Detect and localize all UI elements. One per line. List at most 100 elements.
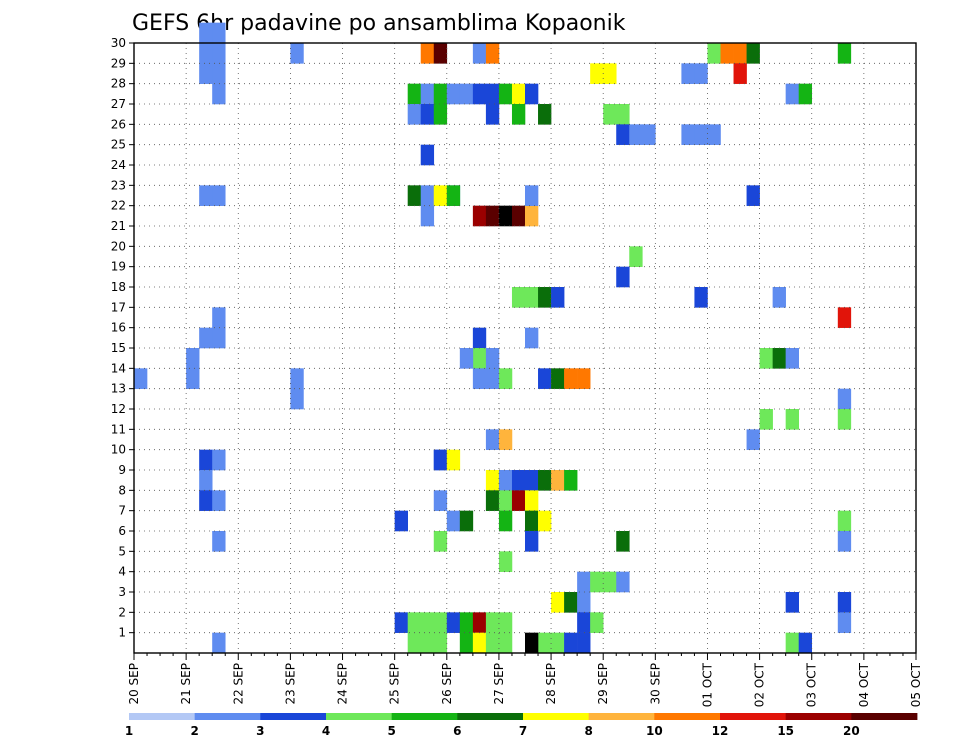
heatmap-cell [433,185,448,206]
heatmap-cell [603,104,617,125]
y-tick-label: 24 [111,158,126,172]
heatmap-cell [433,490,448,511]
heatmap-cell [759,409,773,430]
heatmap-cell [472,368,487,389]
heatmap-cell [681,124,695,145]
heatmap-cell [485,83,500,105]
x-axis: 20 SEP 21 SEP 22 SEP 23 SEP 24 SEP 25 SEP 26 S… [127,653,923,707]
heatmap-cell [616,531,630,552]
legend-swatch [260,713,327,720]
heatmap-cell [407,612,422,633]
heatmap-cell [746,429,760,450]
heatmap-cell [538,368,552,389]
heatmap-cell [837,307,852,328]
heatmap-cell [394,612,408,633]
heatmap-cell [199,43,213,64]
heatmap-cell [590,63,604,84]
heatmap-cell [498,429,513,450]
heatmap-cell [551,632,565,654]
heatmap-cell [551,470,565,491]
legend-swatch [851,713,918,720]
heatmap-cell [511,470,526,491]
heatmap-cell [525,185,539,206]
heatmap-cell [407,83,422,105]
heatmap-cell [642,124,656,145]
legend-swatch [194,713,261,720]
heatmap-cell [551,592,565,613]
heatmap-cell [459,632,474,654]
legend-label: 20 [843,724,860,738]
heatmap-cell [212,531,226,552]
heatmap-cell [785,409,799,430]
heatmap-cell [577,612,591,633]
heatmap-cell [707,124,721,145]
heatmap-cell [485,429,500,450]
y-tick-label: 27 [111,97,126,111]
y-tick-label: 17 [111,300,126,314]
y-tick-label: 11 [111,422,126,436]
y-tick-label: 25 [111,138,126,152]
heatmap-cell [616,124,630,145]
heatmap-cell [433,632,448,654]
heatmap-cell [498,510,513,532]
heatmap-cell [616,571,630,593]
heatmap-cell [472,612,487,633]
heatmap-cell [785,348,799,369]
y-tick-label: 23 [111,178,126,192]
heatmap-cell [212,43,226,64]
heatmap-cell [511,490,526,511]
legend-label: 5 [387,724,395,738]
heatmap-cell [485,205,500,227]
heatmap-cell [538,470,552,491]
heatmap-cell [837,531,852,552]
heatmap-cell [681,63,695,84]
y-tick-label: 13 [111,382,126,396]
heatmap-cell [290,388,304,410]
heatmap-cell [746,43,760,64]
heatmap-cell [498,632,513,654]
heatmap-cell [538,632,552,654]
heatmap-cell [798,632,813,654]
heatmap-cells [134,22,852,654]
heatmap-cell [616,104,630,125]
legend-swatch [720,713,787,720]
heatmap-cell [511,287,526,308]
heatmap-cell [577,632,591,654]
heatmap-cell [472,83,487,105]
y-tick-label: 22 [111,199,126,213]
heatmap-cell [472,205,487,227]
y-tick-label: 26 [111,117,126,131]
x-tick-label: 23 SEP [283,663,297,705]
heatmap-cell [564,592,578,613]
legend-swatch [785,713,852,720]
y-tick-label: 6 [118,524,126,538]
heatmap-cell [472,348,487,369]
heatmap-cell [420,612,435,633]
heatmap-cell [199,470,213,491]
heatmap-cell [485,104,500,125]
y-tick-label: 10 [111,443,126,457]
heatmap-cell [551,287,565,308]
heatmap-cell [446,185,461,206]
heatmap-cell [511,83,526,105]
heatmap-cell [525,490,539,511]
legend-label: 15 [777,724,794,738]
heatmap-cell [290,368,304,389]
legend-label: 2 [190,724,198,738]
y-tick-label: 21 [111,219,126,233]
heatmap-cell [564,368,578,389]
heatmap-cell [420,632,435,654]
heatmap-cell [837,388,852,410]
legend-label: 4 [322,724,330,738]
heatmap-cell [759,348,773,369]
y-tick-label: 1 [118,626,126,640]
heatmap-cell [186,368,200,389]
heatmap-cell [837,510,852,532]
heatmap-cell [564,632,578,654]
heatmap-cell [498,612,513,633]
x-tick-label: 21 SEP [179,663,193,705]
heatmap-cell [785,632,799,654]
x-tick-label: 30 SEP [648,663,662,705]
heatmap-cell [485,348,500,369]
x-tick-label: 29 SEP [596,663,610,705]
